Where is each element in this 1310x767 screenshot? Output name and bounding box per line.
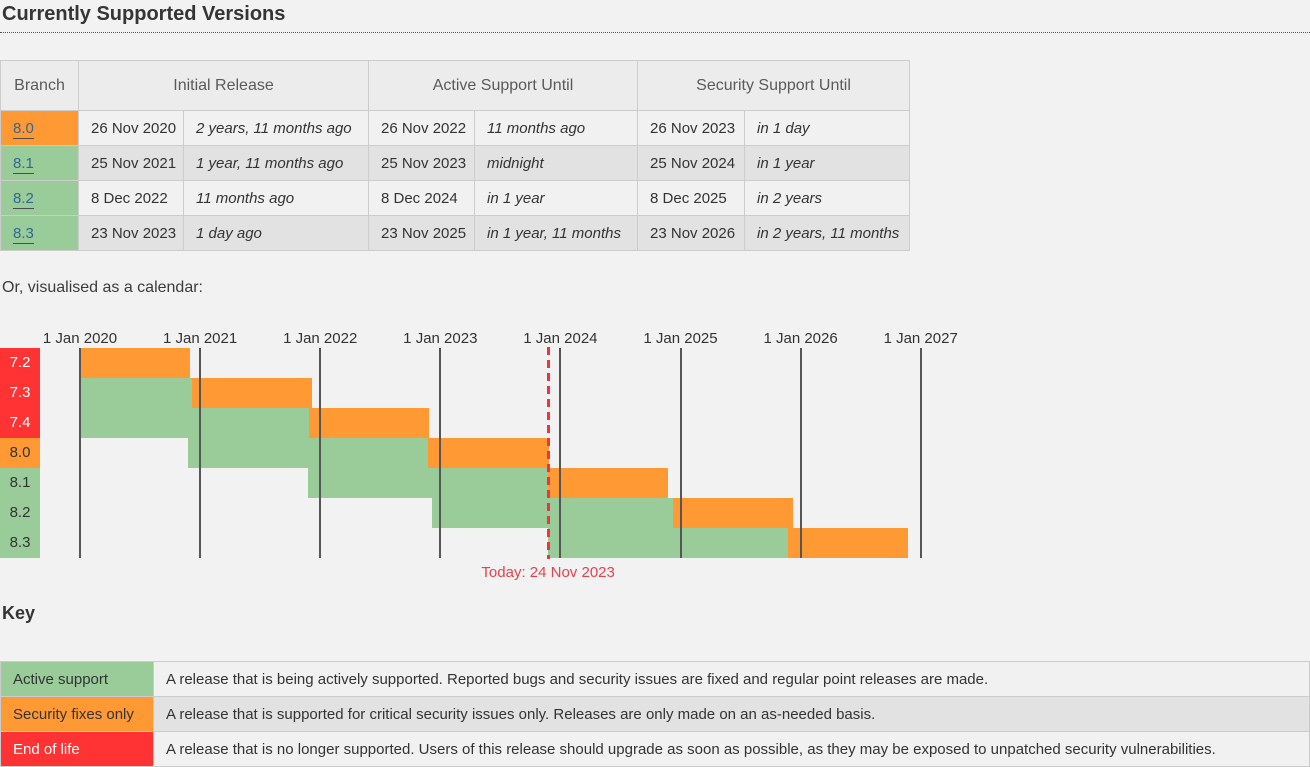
key-row: Security fixes only A release that is su… (0, 696, 1310, 732)
section-divider (0, 32, 1310, 33)
table-header-row: Branch Initial Release Active Support Un… (0, 60, 911, 111)
calendar-bar-active (80, 378, 192, 408)
key-row: End of life A release that is no longer … (0, 731, 1310, 767)
calendar-gridline (79, 348, 81, 558)
col-header-security-support: Security Support Until (637, 60, 911, 111)
calendar-bar-security (548, 468, 669, 498)
calendar-gridline (439, 348, 442, 558)
calendar-branch-label: 7.4 (0, 408, 40, 438)
branch-link-8-2[interactable]: 8.2 (13, 189, 34, 209)
calendar-gridline (679, 348, 682, 558)
support-calendar: 7.2 7.3 7.4 8.0 8.1 8.2 8.3 1 Jan 2020 1 Jan 202… (0, 330, 1310, 582)
security-until-relative: in 1 year (744, 145, 911, 181)
security-until-date: 25 Nov 2024 (637, 145, 746, 181)
supported-versions-table: Branch Initial Release Active Support Un… (0, 60, 911, 251)
calendar-year-label: 1 Jan 2027 (883, 330, 958, 347)
calendar-bar-security (672, 498, 793, 528)
calendar-branch-label: 8.2 (0, 498, 40, 528)
today-line (547, 347, 551, 559)
key-table: Active support A release that is being a… (0, 661, 1310, 767)
active-until-relative: in 1 year, 11 months (473, 215, 639, 251)
initial-release-relative: 1 year, 11 months ago (183, 145, 369, 181)
key-description: A release that is being actively support… (153, 661, 1310, 697)
table-row: 8.3 23 Nov 2023 1 day ago 23 Nov 2025 in… (0, 215, 911, 251)
key-label-end-of-life: End of life (0, 731, 154, 767)
active-until-date: 25 Nov 2023 (368, 145, 475, 181)
initial-release-date: 26 Nov 2020 (78, 110, 184, 146)
today-label: Today: 24 Nov 2023 (481, 564, 615, 581)
initial-release-relative: 1 day ago (183, 215, 369, 251)
col-header-initial-release: Initial Release (78, 60, 369, 111)
col-header-active-support: Active Support Until (367, 60, 639, 111)
calendar-bar-security (80, 348, 190, 378)
key-label-security-fixes: Security fixes only (0, 696, 154, 732)
calendar-gridline (199, 348, 202, 558)
calendar-intro-text: Or, visualised as a calendar: (2, 279, 203, 296)
calendar-year-label: 1 Jan 2020 (42, 330, 118, 347)
calendar-branch-label: 7.3 (0, 378, 40, 408)
col-header-branch: Branch (0, 60, 79, 111)
calendar-year-label: 1 Jan 2025 (643, 330, 718, 347)
initial-release-relative: 11 months ago (183, 180, 369, 216)
branch-cell: 8.1 (0, 145, 79, 181)
active-until-date: 26 Nov 2022 (368, 110, 475, 146)
calendar-year-label: 1 Jan 2024 (523, 330, 598, 347)
active-until-relative: midnight (473, 145, 639, 181)
security-until-date: 26 Nov 2023 (637, 110, 746, 146)
calendar-branch-label: 8.1 (0, 468, 40, 498)
security-until-relative: in 1 day (744, 110, 911, 146)
calendar-branch-label: 8.3 (0, 528, 40, 558)
calendar-bar-security (191, 378, 312, 408)
initial-release-date: 8 Dec 2022 (78, 180, 184, 216)
branch-link-8-0[interactable]: 8.0 (13, 119, 34, 139)
table-row: 8.2 8 Dec 2022 11 months ago 8 Dec 2024 … (0, 180, 911, 216)
initial-release-date: 23 Nov 2023 (78, 215, 184, 251)
calendar-bar-active (80, 408, 310, 438)
calendar-gridline (559, 348, 562, 558)
calendar-gridline (799, 348, 802, 558)
security-until-relative: in 2 years, 11 months (744, 215, 911, 251)
branch-cell: 8.0 (0, 110, 79, 146)
calendar-bar-active (432, 498, 673, 528)
branch-cell: 8.2 (0, 180, 79, 216)
key-description: A release that is supported for critical… (153, 696, 1310, 732)
key-row: Active support A release that is being a… (0, 661, 1310, 697)
calendar-year-label: 1 Jan 2023 (403, 330, 478, 347)
security-until-relative: in 2 years (744, 180, 911, 216)
calendar-year-label: 1 Jan 2021 (162, 330, 238, 347)
initial-release-relative: 2 years, 11 months ago (183, 110, 369, 146)
branch-link-8-1[interactable]: 8.1 (13, 154, 34, 174)
calendar-gridline (919, 348, 922, 558)
table-row: 8.0 26 Nov 2020 2 years, 11 months ago 2… (0, 110, 911, 146)
active-until-relative: 11 months ago (473, 110, 639, 146)
key-heading: Key (2, 603, 36, 623)
calendar-gridline (319, 348, 322, 558)
calendar-bar-active (188, 438, 429, 468)
initial-release-date: 25 Nov 2021 (78, 145, 184, 181)
calendar-year-label: 1 Jan 2022 (283, 330, 358, 347)
branch-cell: 8.3 (0, 215, 79, 251)
table-row: 8.1 25 Nov 2021 1 year, 11 months ago 25… (0, 145, 911, 181)
calendar-bar-active (547, 528, 788, 558)
calendar-branch-label: 8.0 (0, 438, 40, 468)
active-until-date: 8 Dec 2024 (368, 180, 475, 216)
active-until-relative: in 1 year (473, 180, 639, 216)
key-label-active-support: Active support (0, 661, 154, 697)
page-title: Currently Supported Versions (2, 3, 286, 25)
branch-link-8-3[interactable]: 8.3 (13, 224, 34, 244)
calendar-bar-active (308, 468, 549, 498)
calendar-year-label: 1 Jan 2026 (763, 330, 838, 347)
security-until-date: 8 Dec 2025 (637, 180, 746, 216)
calendar-branch-label: 7.2 (0, 348, 40, 378)
key-description: A release that is no longer supported. U… (153, 731, 1310, 767)
calendar-bar-security (309, 408, 430, 438)
security-until-date: 23 Nov 2026 (637, 215, 746, 251)
calendar-bar-security (428, 438, 549, 468)
calendar-bar-security (787, 528, 908, 558)
active-until-date: 23 Nov 2025 (368, 215, 475, 251)
